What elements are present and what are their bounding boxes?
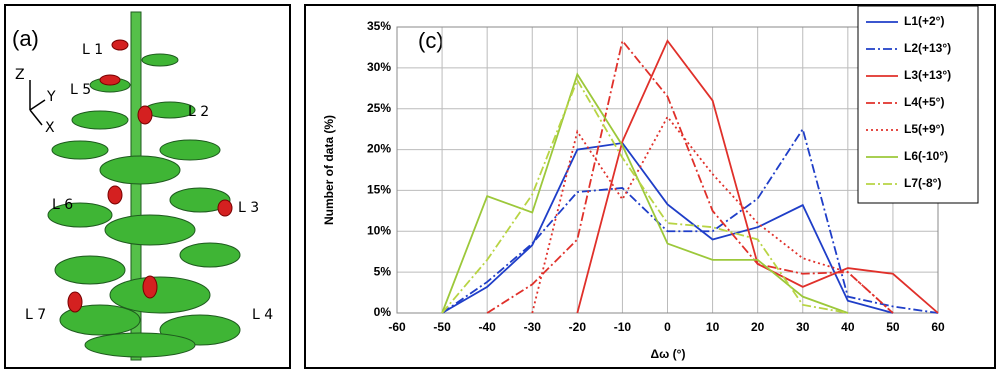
chart-title: (c) <box>418 28 444 53</box>
y-tick-label: 25% <box>367 101 391 115</box>
y-tick-label: 5% <box>374 264 392 278</box>
leaf-label: L 3 <box>238 200 259 216</box>
leaf-label: L 2 <box>188 104 209 120</box>
legend-label: L5(+9°) <box>904 122 944 136</box>
y-tick-label: 0% <box>374 305 392 319</box>
x-tick-label: -20 <box>569 320 587 334</box>
series-line <box>441 126 939 314</box>
x-tick-label: 60 <box>931 320 945 334</box>
legend-label: L6(-10°) <box>904 149 948 163</box>
leaf-label: L 5 <box>70 82 91 98</box>
x-tick-label: 50 <box>886 320 900 334</box>
y-axis-label: Number of data (%) <box>322 115 336 225</box>
leaf-label: L 1 <box>82 42 103 58</box>
legend-box <box>857 5 979 204</box>
legend-label: L3(+13°) <box>904 68 951 82</box>
series-line <box>441 78 848 314</box>
x-tick-label: -60 <box>388 320 406 334</box>
axis-label: Z <box>15 67 25 83</box>
axis-label: X <box>45 120 55 136</box>
x-tick-label: 10 <box>706 320 720 334</box>
x-tick-label: 30 <box>796 320 810 334</box>
series-line <box>441 142 894 314</box>
y-tick-label: 20% <box>367 142 391 156</box>
x-tick-label: 20 <box>751 320 765 334</box>
leaf-label: L 4 <box>252 307 273 323</box>
x-tick-label: -50 <box>433 320 451 334</box>
x-tick-label: -30 <box>524 320 542 334</box>
x-tick-label: 40 <box>841 320 855 334</box>
y-tick-label: 35% <box>367 19 391 33</box>
series-line <box>441 72 849 314</box>
legend-label: L2(+13°) <box>904 41 951 55</box>
series-line <box>486 38 894 314</box>
series-line <box>531 115 894 314</box>
x-axis-label: Δω (°) <box>651 347 686 361</box>
y-tick-label: 10% <box>367 223 391 237</box>
legend-label: L4(+5°) <box>904 95 944 109</box>
plant <box>47 11 241 361</box>
x-tick-label: -40 <box>478 320 496 334</box>
image-panel: Z Y X (a) L 1 L 5 L 2 L 6 L 3 L 7 L 4 <box>4 4 291 369</box>
legend-label: L7(-8°) <box>904 176 941 190</box>
axis-label: Y <box>46 89 56 105</box>
axis-glyph <box>29 80 46 126</box>
legend-label: L1(+2°) <box>904 14 944 28</box>
x-tick-label: 0 <box>664 320 671 334</box>
y-tick-label: 15% <box>367 183 391 197</box>
leaf-label: L 6 <box>52 197 73 213</box>
x-tick-label: -10 <box>614 320 632 334</box>
y-tick-label: 30% <box>367 60 391 74</box>
panel-label: (a) <box>12 26 39 51</box>
target-leaves <box>67 39 233 313</box>
leaf-label: L 7 <box>25 307 46 323</box>
